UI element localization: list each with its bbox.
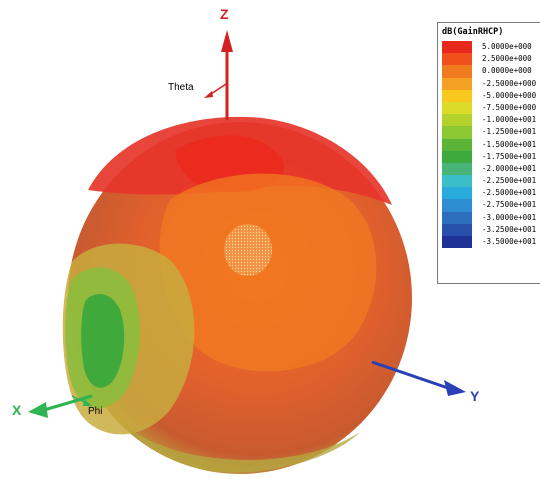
legend-swatch	[442, 41, 472, 54]
surface-null-region	[81, 294, 125, 388]
legend-entry: 2.5000e+000	[442, 53, 540, 66]
z-axis-arrow	[221, 30, 233, 52]
legend-swatch	[442, 126, 472, 139]
legend-swatch	[442, 211, 472, 224]
legend-swatch	[442, 114, 472, 127]
legend-entry: -2.0000e+001	[442, 162, 540, 176]
legend-entry: 0.0000e+000	[442, 65, 540, 78]
legend-entry: -2.5000e+001	[442, 187, 540, 200]
legend-entry: -1.2500e+001	[442, 126, 540, 139]
legend-entry: -1.7500e+001	[442, 150, 540, 163]
legend-swatch	[442, 187, 472, 200]
legend-entry: -2.2500e+001	[442, 175, 540, 188]
legend-label: -3.5000e+001	[482, 237, 537, 246]
theta-label: Theta	[168, 82, 194, 93]
surface-boresight	[224, 224, 272, 276]
legend-entry: -1.5000e+001	[442, 138, 540, 151]
legend-label: -1.7500e+001	[482, 151, 537, 161]
legend-label: -3.2500e+001	[482, 224, 537, 234]
x-axis-label: X	[12, 402, 22, 418]
legend-entry: -3.5000e+001	[442, 236, 540, 249]
legend-label: -2.5000e+000	[482, 78, 537, 88]
legend-title: dB(GainRHCP)	[442, 27, 504, 37]
surface-face	[159, 173, 377, 372]
legend-swatch	[442, 175, 472, 188]
legend-swatch	[442, 138, 472, 151]
legend-swatch	[442, 199, 472, 212]
x-axis-line	[43, 394, 93, 412]
legend-entry: -5.0000e+000	[442, 89, 540, 102]
color-legend: dB(GainRHCP) 5.0000e+000 2.5000e+000 0.000…	[437, 22, 540, 284]
legend-label: -5.0000e+000	[482, 90, 537, 100]
legend-label: -3.0000e+001	[482, 212, 537, 222]
legend-swatch	[442, 89, 472, 102]
legend-label: -2.2500e+001	[482, 176, 537, 186]
legend-entry: -3.2500e+001	[442, 223, 540, 236]
legend-label: -1.0000e+001	[482, 115, 537, 125]
legend-label: 5.0000e+000	[482, 42, 532, 51]
legend-entry: -2.5000e+000	[442, 77, 540, 90]
legend-swatch	[442, 77, 472, 90]
legend-label: -7.5000e+000	[482, 102, 537, 112]
legend-rows: 5.0000e+000 2.5000e+000 0.0000e+000 -2.5000…	[442, 41, 540, 249]
legend-label: -2.0000e+001	[482, 163, 537, 173]
legend-label: -1.5000e+001	[482, 139, 537, 149]
legend-label: 2.5000e+000	[482, 54, 532, 64]
y-axis-label: Y	[470, 388, 480, 404]
legend-entry: -3.0000e+001	[442, 211, 540, 224]
legend-label: -2.5000e+001	[482, 188, 537, 198]
phi-arrow-head	[83, 399, 92, 406]
phi-label: Phi	[88, 406, 103, 417]
legend-label: 0.0000e+000	[482, 66, 532, 76]
z-axis-label: Z	[220, 6, 229, 22]
legend-swatch	[442, 101, 472, 115]
legend-entry: -2.7500e+001	[442, 199, 540, 212]
legend-swatch	[442, 53, 472, 66]
y-axis-arrow	[444, 380, 466, 396]
legend-label: -1.2500e+001	[482, 127, 537, 137]
legend-entry: -1.0000e+001	[442, 114, 540, 127]
legend-label: -2.7500e+001	[482, 200, 537, 210]
legend-swatch	[442, 150, 472, 163]
legend-swatch	[442, 236, 472, 249]
legend-entry: 5.0000e+000	[442, 41, 540, 54]
y-axis-line	[371, 360, 449, 390]
axes	[28, 30, 466, 418]
legend-swatch	[442, 223, 472, 236]
surface-bottom	[120, 420, 360, 473]
theta-arrow-head	[204, 91, 213, 98]
legend-swatch	[442, 162, 472, 176]
legend-swatch	[442, 65, 472, 78]
pattern-surface	[62, 116, 412, 474]
legend-entry: -7.5000e+000	[442, 101, 540, 115]
x-axis-arrow	[28, 402, 48, 418]
